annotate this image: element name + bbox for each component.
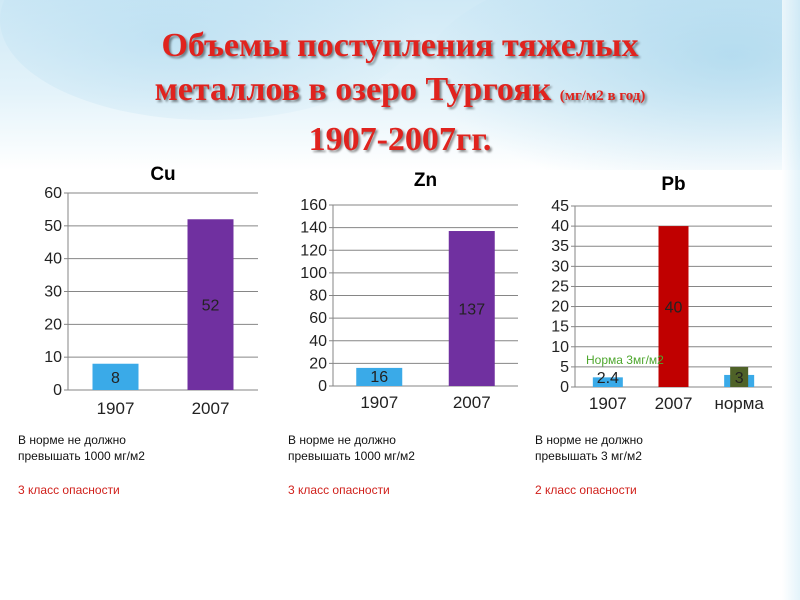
data-label: 137 [458, 302, 485, 319]
bar-2007 [187, 219, 234, 390]
title-line-3: 1907-2007гг. [308, 121, 492, 158]
y-tick-label: 35 [551, 238, 569, 255]
x-tick-label: 1907 [360, 393, 398, 412]
y-tick-label: 80 [309, 288, 327, 305]
x-tick-label: 2007 [655, 394, 693, 413]
y-tick-label: 40 [551, 218, 569, 235]
note-line-1: В норме не должно [535, 433, 643, 447]
y-tick-label: 45 [551, 198, 569, 215]
y-tick-label: 0 [53, 382, 62, 399]
note-zn: В норме не должно превышать 1000 мг/м2 3… [288, 432, 518, 498]
title-units: (мг/м2 в год) [559, 88, 646, 104]
bar-1907 [92, 363, 139, 390]
bar-2007 [658, 226, 689, 387]
y-tick-label: 60 [44, 185, 62, 202]
data-label: 8 [111, 370, 120, 387]
note-line-2: превышать 3 мг/м2 [535, 449, 642, 463]
y-tick-label: 5 [560, 359, 569, 376]
y-tick-label: 0 [318, 378, 327, 395]
data-label: 2.4 [597, 370, 619, 387]
note-line-2: превышать 1000 мг/м2 [288, 449, 415, 463]
note-line-1: В норме не должно [18, 433, 126, 447]
chart-title: Pb [661, 174, 685, 195]
data-label: 52 [202, 298, 220, 315]
header-background [0, 0, 800, 170]
norm-annotation: Норма 3мг/м2 [586, 353, 664, 367]
y-tick-label: 60 [309, 310, 327, 327]
chart-zn: Zn 0 20 40 60 80 100 120 140 160 16 1907 137 2007 [300, 170, 518, 412]
y-tick-label: 10 [44, 349, 62, 366]
title-line-2: металлов в озеро Тургояк (мг/м2 в год) [30, 68, 770, 118]
data-label: 40 [665, 300, 683, 317]
x-tick-label: 1907 [589, 394, 627, 413]
x-tick-label: 2007 [192, 399, 230, 418]
note-line-1: В норме не должно [288, 433, 396, 447]
y-tick-label: 30 [551, 258, 569, 275]
y-tick-label: 0 [560, 379, 569, 396]
data-label: 3 [735, 370, 744, 387]
note-pb: В норме не должно превышать 3 мг/м2 2 кл… [535, 432, 765, 498]
y-tick-label: 20 [309, 355, 327, 372]
y-tick-label: 20 [551, 299, 569, 316]
chart-cu: Cu 0 10 20 30 40 50 60 8 1907 52 2007 [44, 164, 258, 418]
bar-1907 [356, 367, 403, 386]
y-tick-label: 40 [44, 251, 62, 268]
slide-edge-decoration [782, 0, 800, 600]
y-tick-label: 25 [551, 278, 569, 295]
x-tick-label: 1907 [97, 399, 135, 418]
y-tick-label: 120 [300, 242, 327, 259]
data-label: 16 [370, 369, 388, 386]
y-tick-label: 20 [44, 316, 62, 333]
y-tick-label: 50 [44, 218, 62, 235]
y-tick-label: 100 [300, 265, 327, 282]
x-tick-label: 2007 [453, 393, 491, 412]
hazard-class: 2 класс опасности [535, 483, 637, 497]
y-tick-label: 40 [309, 333, 327, 350]
bar-1907 [592, 377, 623, 387]
y-tick-label: 140 [300, 220, 327, 237]
hazard-class: 3 класс опасности [18, 483, 120, 497]
title-line-1: Объемы поступления тяжелых [161, 27, 639, 64]
y-tick-label: 10 [551, 339, 569, 356]
note-cu: В норме не должно превышать 1000 мг/м2 3… [18, 432, 248, 498]
title-line-2-main: металлов в озеро Тургояк [154, 71, 552, 108]
norm-marker [730, 367, 749, 387]
chart-title: Zn [414, 170, 437, 191]
chart-title: Cu [150, 164, 175, 185]
chart-pb: Pb 0 5 10 15 20 25 30 35 40 45 2.4 1907 40 2007 3 норма Н… [551, 174, 772, 413]
hazard-class: 3 класс опасности [288, 483, 390, 497]
y-tick-label: 160 [300, 197, 327, 214]
x-tick-label: норма [714, 394, 764, 413]
y-tick-label: 15 [551, 319, 569, 336]
bar-2007 [448, 231, 495, 386]
note-line-2: превышать 1000 мг/м2 [18, 449, 145, 463]
y-tick-label: 30 [44, 284, 62, 301]
background-wave [420, 0, 800, 170]
slide-title: Объемы поступления тяжелых металлов в оз… [30, 24, 770, 162]
